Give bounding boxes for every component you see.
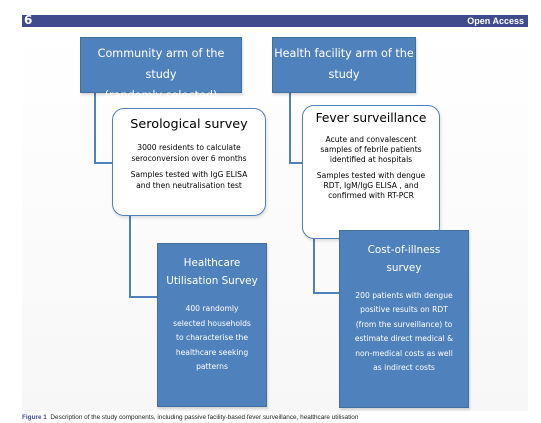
- health-facility-arm-line2: study: [328, 68, 360, 81]
- healthcare-text-line: healthcare seeking: [175, 347, 249, 357]
- cost-of-illness-box: Cost-of-illness survey 200 patients with…: [339, 230, 469, 408]
- study-design-figure: Community arm of the study (randomly sel…: [22, 31, 528, 411]
- fever-text-line: RDT, IgM/IgG ELISA , and: [323, 180, 419, 190]
- community-arm-line2: (randomly selected): [104, 89, 218, 102]
- serological-text-line: 3000 residents to calculate: [137, 143, 241, 152]
- community-arm-line1: Community arm of the study: [97, 47, 225, 81]
- cost-text-line: estimate direct medical &: [354, 334, 454, 344]
- healthcare-utilisation-box: Healthcare Utilisation Survey 400 random…: [157, 243, 267, 407]
- open-access-label: Open Access: [467, 16, 524, 26]
- connector-serological-to-healthcare: [129, 296, 157, 298]
- cost-text-line: positive results on RDT: [360, 305, 448, 315]
- health-facility-arm-line1: Health facility arm of the: [274, 47, 414, 60]
- journal-header-bar: 6 Open Access: [22, 13, 528, 27]
- fever-surveillance-title: Fever surveillance: [315, 111, 427, 125]
- healthcare-text-line: 400 randomly: [185, 304, 239, 313]
- fever-text-line: confirmed with RT-PCR: [328, 191, 414, 201]
- connector-health-to-fever: [289, 162, 303, 164]
- figure-label: Figure 1: [22, 414, 47, 421]
- cost-title-line: Cost-of-illness: [367, 244, 441, 256]
- fever-text-line: Acute and convalescent: [325, 135, 417, 144]
- cost-title-line: survey: [386, 262, 422, 274]
- healthcare-text-line: selected households: [173, 318, 251, 328]
- health-facility-arm-box: Health facility arm of the study: [272, 37, 416, 93]
- serological-survey-title: Serological survey: [130, 117, 248, 132]
- serological-text-line: Samples tested with IgG ELISA: [130, 170, 248, 179]
- fever-text-line: Samples tested with dengue: [316, 170, 426, 180]
- connector-serological-vertical: [129, 215, 131, 297]
- connector-health-vertical: [289, 91, 291, 163]
- healthcare-text-line: to characterise the: [175, 333, 248, 343]
- cost-text-line: 200 patients with dengue: [355, 291, 453, 300]
- fever-text-line: identified at hospitals: [329, 155, 413, 165]
- connector-fever-vertical: [313, 238, 315, 293]
- fever-text-line: samples of febrile patients: [320, 145, 422, 155]
- healthcare-text-line: patterns: [196, 362, 228, 372]
- open-access-logo-icon: 6: [24, 13, 33, 27]
- cost-text-line: as indirect costs: [373, 363, 435, 373]
- serological-survey-box: Serological survey 3000 residents to cal…: [112, 108, 266, 216]
- healthcare-title-line: Healthcare: [183, 257, 241, 269]
- connector-fever-to-cost: [313, 292, 339, 294]
- cost-text-line: (from the surveillance) to: [355, 319, 453, 329]
- fever-surveillance-box: Fever surveillance Acute and convalescen…: [302, 105, 440, 239]
- connector-community-to-serological: [94, 162, 112, 164]
- cost-text-line: non-medical costs as well: [355, 348, 453, 358]
- serological-text-line: and then neutralisation test: [136, 180, 242, 190]
- serological-text-line: seroconversion over 6 months: [131, 153, 247, 163]
- healthcare-title-line: Utilisation Survey: [166, 275, 258, 287]
- figure-caption-text: Description of the study components, inc…: [50, 414, 359, 421]
- connector-community-vertical: [94, 91, 96, 163]
- community-arm-box: Community arm of the study (randomly sel…: [80, 37, 242, 102]
- figure-caption: Figure 1 Description of the study compon…: [22, 413, 541, 422]
